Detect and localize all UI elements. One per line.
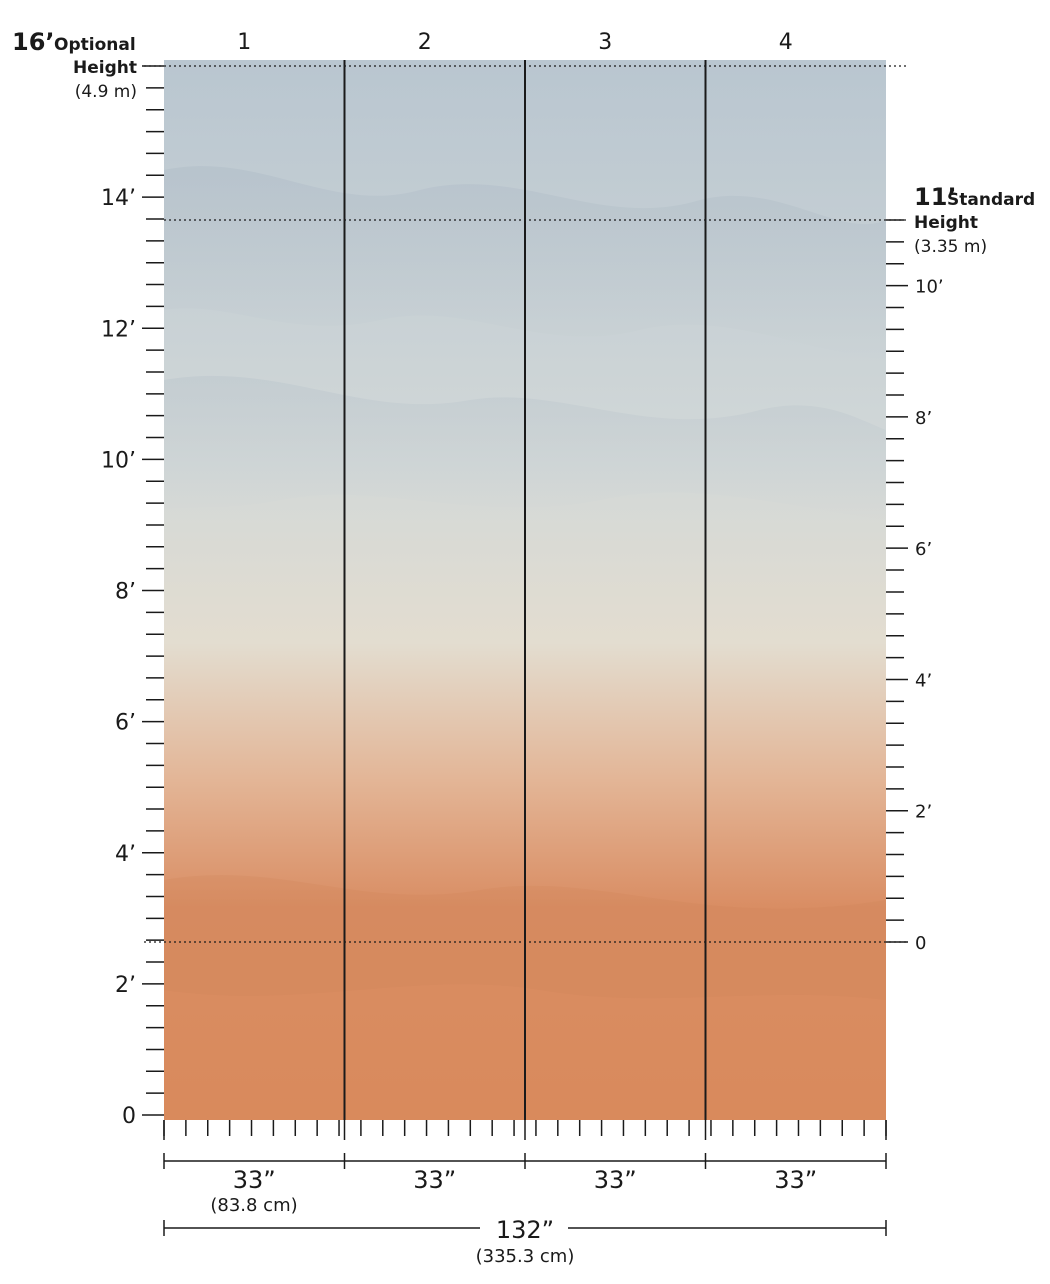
left-ruler-label: 6’: [115, 711, 136, 736]
left-ruler-label: 8’: [115, 580, 136, 605]
standard-height-value: 11’: [914, 183, 957, 211]
panel-number: 3: [598, 30, 612, 55]
panel-width-labels: 33” 33” 33” 33”: [233, 1166, 817, 1194]
left-ruler-label: 12’: [101, 317, 136, 342]
height-guides: [144, 65, 906, 943]
right-height-ruler: 0 2’ 4’ 6’ 8’ 10’: [886, 219, 944, 954]
right-ruler-label: 0: [915, 933, 926, 954]
panel-width-label: 33”: [233, 1166, 276, 1194]
total-width-value: 132”: [496, 1216, 554, 1244]
optional-height-value: 16’: [12, 28, 55, 56]
left-height-ruler: 0 2’ 4’ 6’ 8’ 10’ 12’ 14’: [101, 65, 164, 1129]
panel-width-label: 33”: [413, 1166, 456, 1194]
left-ruler-label: 10’: [101, 448, 136, 473]
width-dimensions: 33” 33” 33” 33” (83.8 cm) 132” (335.3 cm): [163, 1153, 887, 1267]
right-ruler-label: 6’: [915, 539, 932, 560]
right-ruler-label: 4’: [915, 670, 932, 691]
panel-number: 4: [779, 30, 793, 55]
panel-numbers: 1 2 3 4: [237, 30, 793, 55]
panel-width-ticks: [163, 1153, 887, 1169]
panel-width-label: 33”: [774, 1166, 817, 1194]
panel-number: 1: [237, 30, 251, 55]
panel-width-label: 33”: [594, 1166, 637, 1194]
first-panel-metric: (83.8 cm): [210, 1195, 297, 1216]
optional-height-callout: 16’ Optional Height (4.9 m): [12, 28, 137, 102]
panel-dividers: [343, 60, 707, 1120]
left-ruler-label: 2’: [115, 973, 136, 998]
optional-height-label-line2: Height: [73, 58, 137, 78]
left-ruler-label: 14’: [101, 186, 136, 211]
bottom-width-ruler: [163, 1120, 887, 1140]
right-ruler-label: 10’: [915, 277, 944, 298]
total-width-metric: (335.3 cm): [476, 1246, 575, 1267]
left-ruler-label: 4’: [115, 842, 136, 867]
left-ruler-label: 0: [122, 1104, 136, 1129]
standard-height-callout: 11’ Standard Height (3.35 m): [914, 183, 1035, 257]
panel-number: 2: [418, 30, 432, 55]
standard-height-label-line1: Standard: [947, 190, 1035, 210]
right-ruler-label: 2’: [915, 802, 932, 823]
right-ruler-label: 8’: [915, 408, 932, 429]
standard-height-label-line2: Height: [914, 213, 978, 233]
optional-height-metric: (4.9 m): [75, 82, 137, 102]
optional-height-label-line1: Optional: [54, 35, 136, 55]
standard-height-metric: (3.35 m): [914, 237, 987, 257]
